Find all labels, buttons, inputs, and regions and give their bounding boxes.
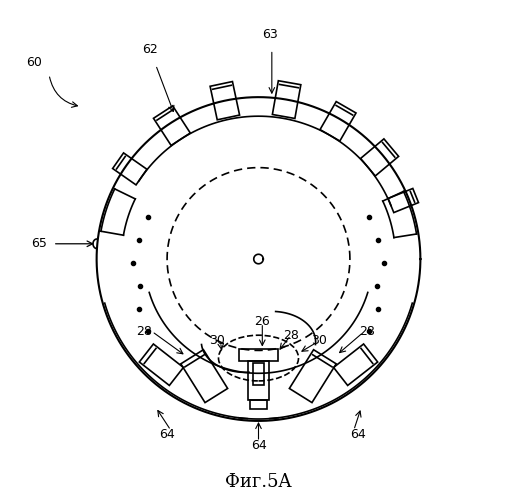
Text: 65: 65 [32, 238, 48, 250]
Text: 62: 62 [142, 43, 158, 56]
Text: 26: 26 [254, 315, 270, 328]
Text: 30: 30 [312, 334, 327, 347]
Text: 63: 63 [262, 28, 278, 41]
Text: 64: 64 [159, 428, 175, 441]
Text: 28: 28 [359, 325, 375, 338]
Text: 30: 30 [209, 334, 224, 347]
Text: 28: 28 [136, 325, 152, 338]
Text: 64: 64 [349, 428, 366, 441]
Text: Фиг.5A: Фиг.5A [225, 473, 292, 491]
Text: 28: 28 [283, 329, 299, 342]
Text: 64: 64 [251, 439, 266, 452]
Text: 60: 60 [26, 56, 42, 69]
